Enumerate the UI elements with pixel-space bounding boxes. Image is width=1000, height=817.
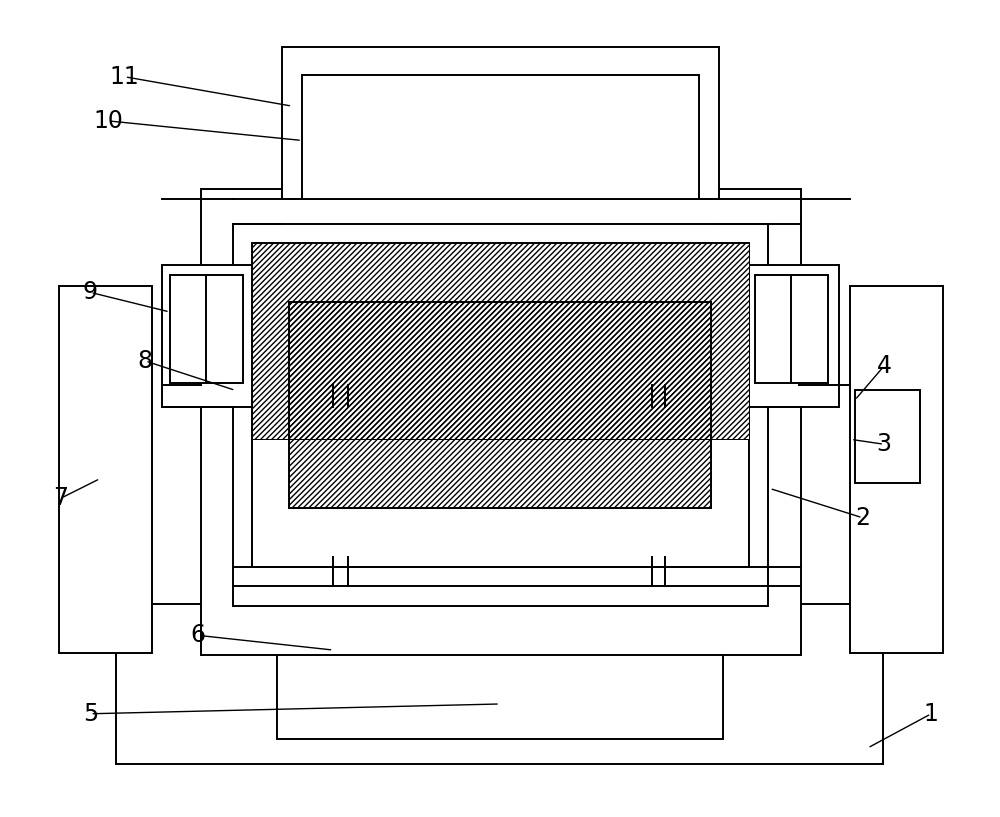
- Bar: [252, 243, 749, 567]
- Bar: [289, 302, 711, 508]
- Bar: [282, 47, 719, 199]
- Bar: [162, 265, 263, 407]
- Text: 11: 11: [110, 65, 140, 89]
- Text: 4: 4: [877, 354, 892, 378]
- Text: 6: 6: [191, 623, 206, 647]
- Bar: [116, 604, 883, 764]
- Bar: [855, 391, 920, 484]
- Text: 5: 5: [83, 702, 98, 725]
- Bar: [850, 285, 943, 653]
- Bar: [422, 381, 580, 431]
- Text: 8: 8: [138, 349, 153, 373]
- Bar: [755, 275, 828, 382]
- Bar: [738, 265, 839, 407]
- Bar: [289, 302, 711, 508]
- Bar: [302, 75, 699, 199]
- Bar: [252, 243, 749, 440]
- Bar: [277, 623, 723, 739]
- Text: 1: 1: [924, 702, 939, 725]
- Bar: [170, 275, 243, 382]
- Bar: [201, 190, 801, 655]
- Text: 7: 7: [53, 486, 68, 510]
- Text: 9: 9: [83, 280, 98, 305]
- Text: 10: 10: [93, 109, 123, 133]
- Bar: [233, 224, 768, 606]
- Text: 3: 3: [877, 432, 892, 456]
- Text: 2: 2: [855, 506, 870, 529]
- Bar: [59, 285, 152, 653]
